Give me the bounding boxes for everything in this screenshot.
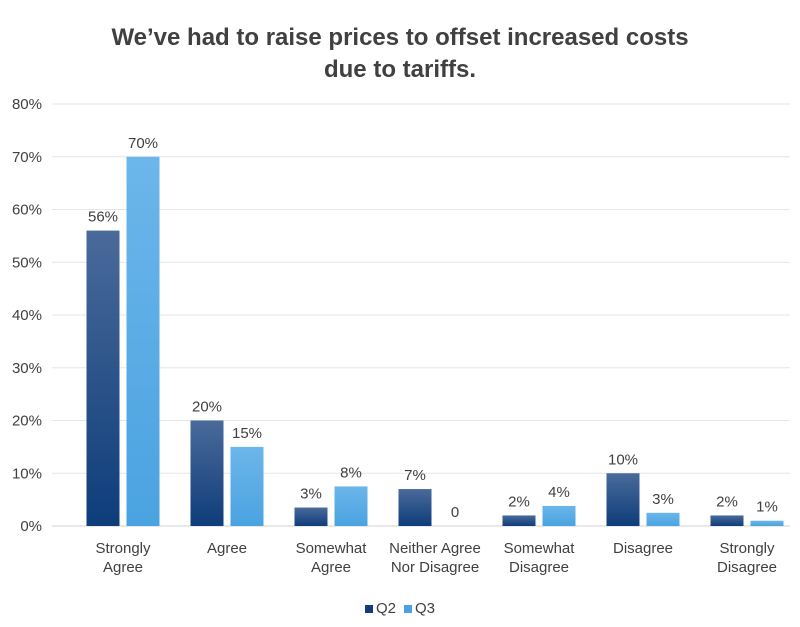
category-label: Strongly bbox=[95, 540, 151, 557]
y-tick-label: 60% bbox=[12, 202, 42, 219]
bar-q3 bbox=[334, 486, 368, 526]
bar-q3 bbox=[126, 156, 160, 526]
category-label: Somewhat bbox=[296, 540, 368, 557]
bar-q2 bbox=[606, 473, 640, 526]
legend-swatch-q3 bbox=[404, 604, 412, 613]
chart-title: We’ve had to raise prices to offset incr… bbox=[0, 22, 800, 86]
legend-label-q3: Q3 bbox=[415, 600, 436, 617]
bar-q2 bbox=[190, 420, 224, 526]
category-label: Nor Disagree bbox=[391, 559, 479, 576]
data-label: 1% bbox=[756, 499, 778, 516]
category-label: Somewhat bbox=[504, 540, 576, 557]
bar-q2 bbox=[294, 507, 328, 526]
category-label: Disagree bbox=[509, 559, 569, 576]
data-label: 8% bbox=[340, 464, 362, 481]
y-tick-label: 70% bbox=[12, 149, 42, 166]
bar-q2 bbox=[398, 489, 432, 526]
bar-q3 bbox=[750, 520, 784, 526]
category-label: Agree bbox=[207, 540, 247, 557]
category-label: Neither Agree bbox=[389, 540, 481, 557]
data-label: 3% bbox=[652, 491, 674, 508]
bar-q2 bbox=[502, 515, 536, 526]
y-tick-label: 0% bbox=[20, 518, 42, 535]
data-label: 0 bbox=[451, 504, 459, 521]
chart-title-line-2: due to tariffs. bbox=[323, 56, 476, 83]
y-tick-label: 20% bbox=[12, 413, 42, 430]
category-label: Agree bbox=[311, 559, 351, 576]
category-label: Strongly bbox=[719, 540, 775, 557]
chart-legend: Q2 Q3 bbox=[0, 600, 800, 617]
data-label: 56% bbox=[88, 209, 118, 226]
chart-title-line-1: We’ve had to raise prices to offset incr… bbox=[111, 24, 689, 51]
bar-q3 bbox=[646, 512, 680, 526]
data-label: 7% bbox=[404, 467, 426, 484]
y-tick-label: 80% bbox=[12, 96, 42, 113]
legend-swatch-q2 bbox=[364, 604, 373, 613]
data-label: 70% bbox=[128, 135, 158, 152]
data-label: 2% bbox=[716, 493, 738, 510]
legend-item-q3: Q3 bbox=[404, 600, 435, 617]
y-tick-label: 10% bbox=[12, 465, 42, 482]
data-label: 3% bbox=[300, 486, 322, 503]
data-label: 10% bbox=[608, 451, 638, 468]
legend-item-q2: Q2 bbox=[364, 600, 396, 617]
bar-q3 bbox=[230, 446, 264, 526]
data-label: 15% bbox=[232, 425, 262, 442]
category-label: Disagree bbox=[613, 540, 673, 557]
bar-q2 bbox=[710, 515, 744, 526]
bar-q3 bbox=[542, 505, 576, 526]
y-tick-label: 30% bbox=[12, 360, 42, 377]
category-label: Agree bbox=[103, 559, 143, 576]
data-label: 20% bbox=[192, 399, 222, 416]
y-tick-label: 40% bbox=[12, 307, 42, 324]
bar-q2 bbox=[86, 230, 120, 526]
data-label: 4% bbox=[548, 484, 570, 501]
y-tick-label: 50% bbox=[12, 254, 42, 271]
legend-label-q2: Q2 bbox=[375, 600, 396, 617]
category-label: Disagree bbox=[717, 559, 777, 576]
data-label: 2% bbox=[508, 493, 530, 510]
